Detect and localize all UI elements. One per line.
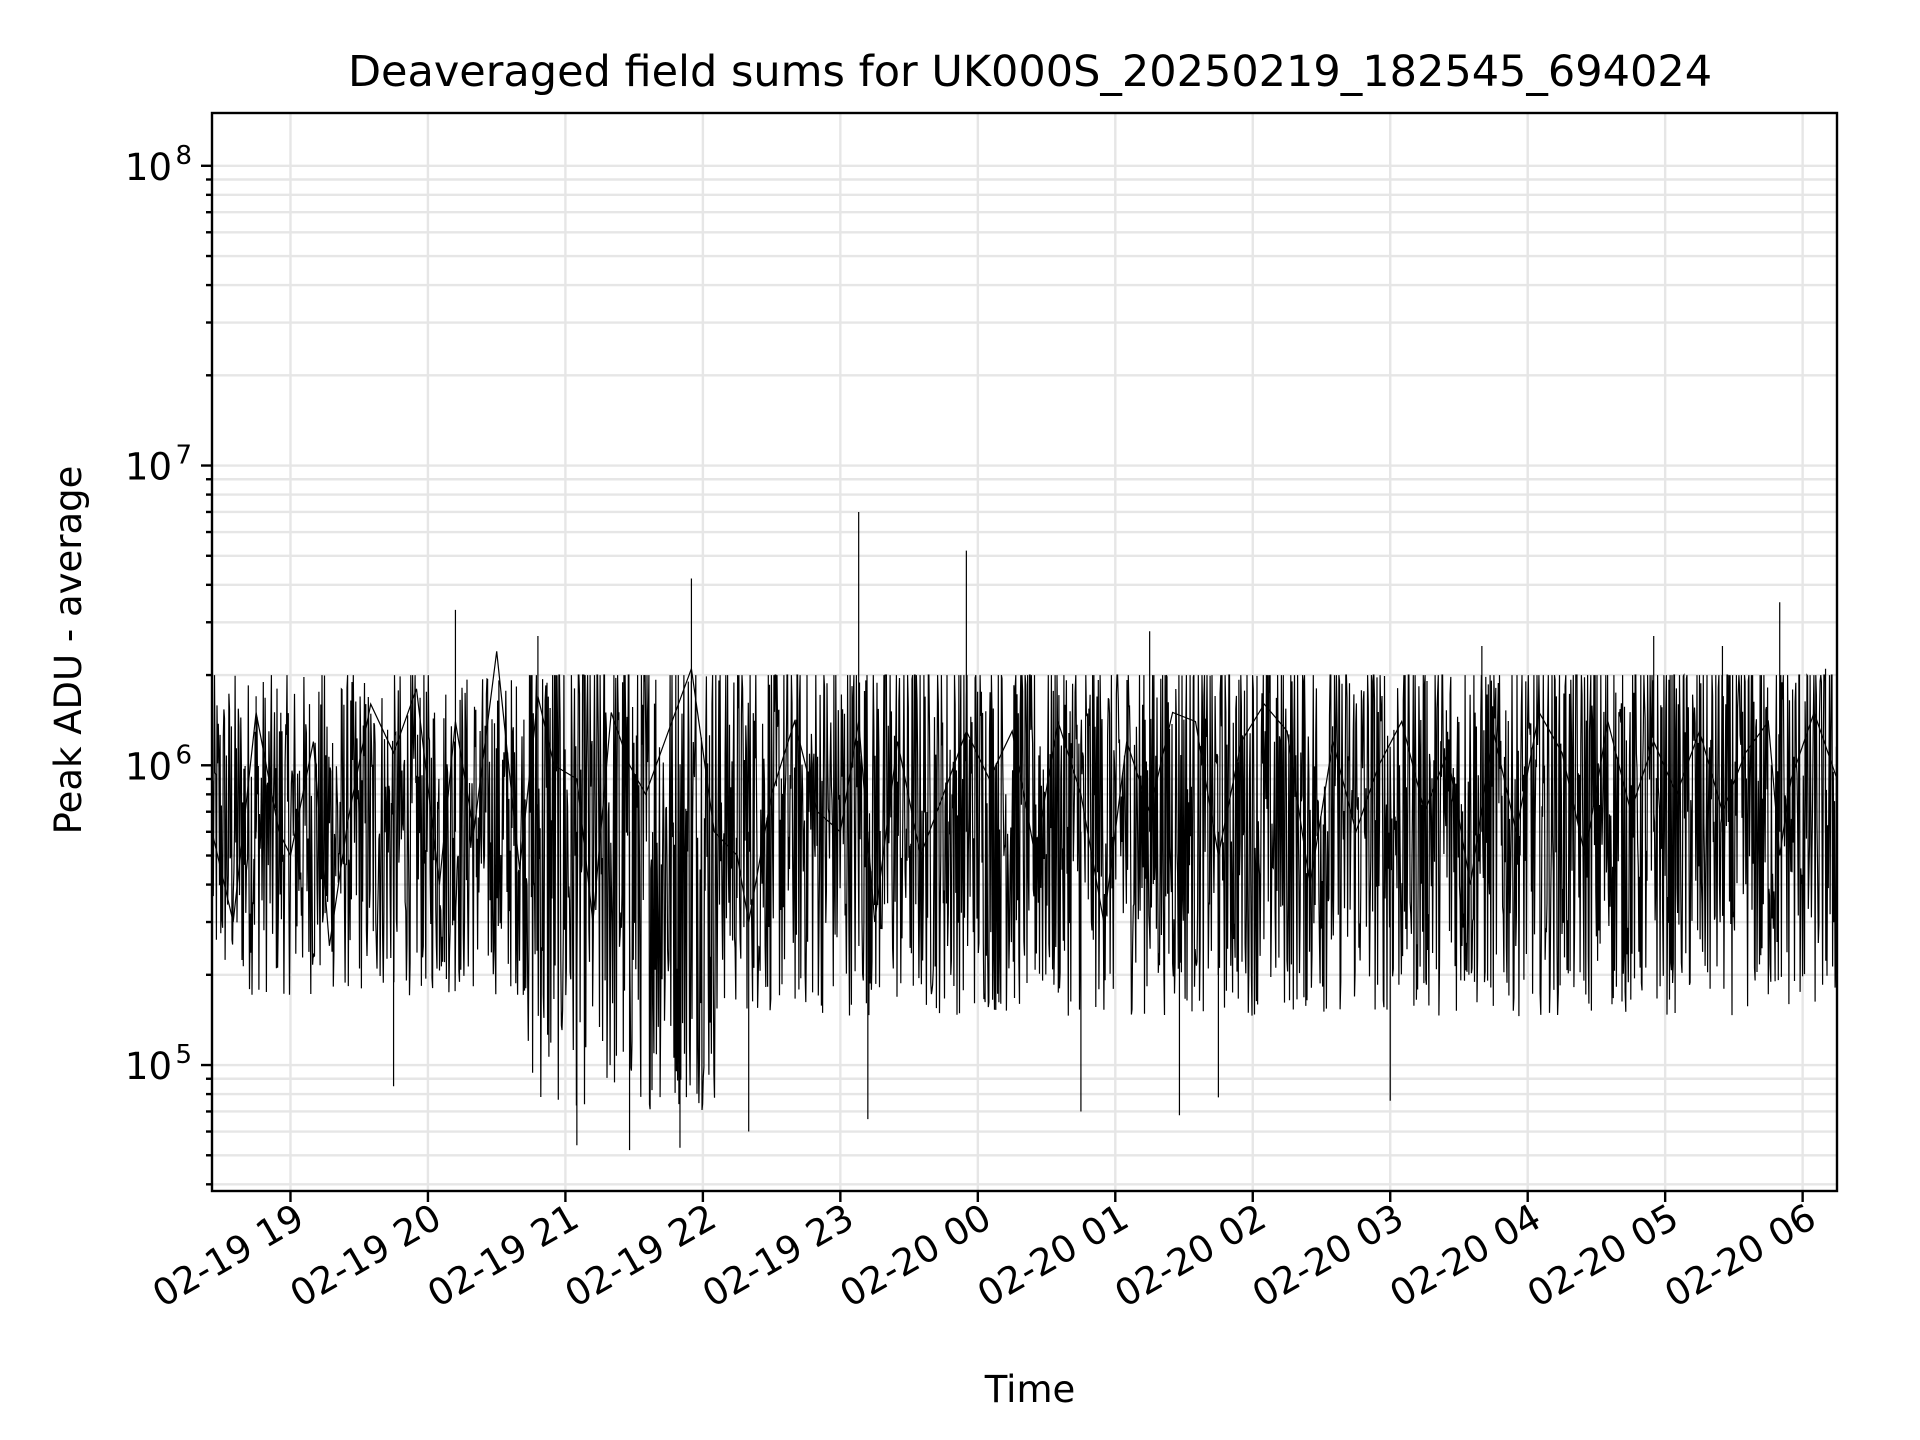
- x-tick-label: 02-20 04: [1383, 1196, 1549, 1316]
- y-tick-label: 10: [125, 446, 172, 489]
- y-tick-exponent: 5: [175, 1040, 192, 1070]
- y-tick-exponent: 6: [175, 740, 192, 770]
- plot-frame: [210, 111, 1839, 1193]
- x-tick-label: 02-20 01: [970, 1196, 1136, 1316]
- y-tick-base: 10: [125, 146, 172, 189]
- series-texture: [211, 673, 1838, 1111]
- x-tick-label: 02-20 00: [833, 1196, 999, 1316]
- chart-title: Deaveraged field sums for UK000S_2025021…: [348, 47, 1712, 97]
- y-axis-label: Peak ADU - average: [47, 466, 90, 835]
- y-tick-label: 10: [125, 745, 172, 788]
- x-tick-label: 02-19 22: [558, 1196, 724, 1316]
- plot-area: [211, 511, 1838, 1151]
- x-tick-label: 02-20 05: [1520, 1196, 1686, 1316]
- series-line-texture: [211, 673, 1838, 1111]
- x-tick-label: 02-19 21: [420, 1196, 586, 1316]
- y-tick-exponent: 8: [175, 141, 192, 171]
- y-tick-base: 10: [125, 446, 172, 489]
- x-tick-label: 02-19 19: [145, 1196, 311, 1316]
- x-tick-label: 02-20 06: [1658, 1196, 1824, 1316]
- y-tick-label: 10: [125, 146, 172, 189]
- y-tick-base: 10: [125, 745, 172, 788]
- x-tick-label: 02-19 23: [695, 1196, 861, 1316]
- y-tick-base: 10: [125, 1045, 172, 1088]
- x-tick-label: 02-19 20: [283, 1196, 449, 1316]
- x-tick-label: 02-20 02: [1108, 1196, 1274, 1316]
- y-tick-exponent: 7: [175, 441, 192, 471]
- x-axis-label: Time: [984, 1368, 1076, 1411]
- y-tick-label: 10: [125, 1045, 172, 1088]
- x-tick-label: 02-20 03: [1245, 1196, 1411, 1316]
